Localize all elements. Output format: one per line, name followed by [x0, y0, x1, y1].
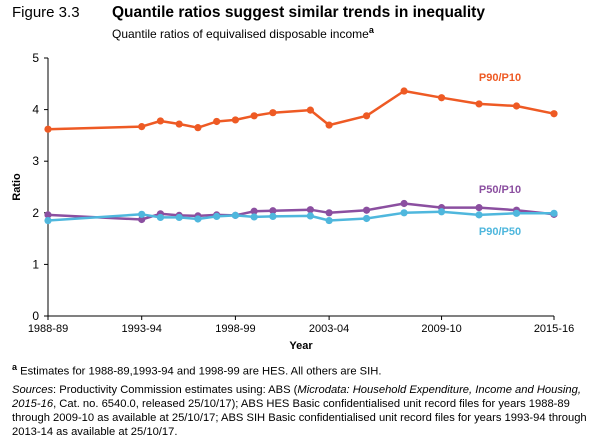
data-point-p90-p50: [475, 211, 483, 219]
data-point-p90-p10: [306, 106, 314, 114]
data-point-p90-p50: [194, 215, 202, 223]
data-point-p90-p50: [156, 213, 165, 222]
y-axis-title: Ratio: [11, 173, 23, 201]
figure-header: Figure 3.3 Quantile ratios suggest simil…: [12, 4, 592, 41]
series-label-p90-p50: P90/P50: [479, 226, 521, 238]
data-point-p90-p50: [550, 209, 558, 217]
data-point-p90-p50: [325, 216, 333, 225]
data-point-p90-p10: [325, 121, 333, 129]
data-point-p90-p50: [306, 212, 314, 220]
sources-text-part2: , Cat. no. 6540.0, released 25/10/17); A…: [12, 398, 587, 438]
y-tick-label: 0: [32, 309, 39, 323]
figure-title-row: Figure 3.3 Quantile ratios suggest simil…: [12, 4, 592, 22]
data-point-p90-p10: [156, 117, 165, 125]
data-point-p90-p50: [175, 213, 183, 222]
data-point-p90-p10: [175, 120, 183, 128]
data-point-p50-p10: [250, 207, 258, 215]
data-point-p90-p50: [250, 213, 258, 221]
data-point-p90-p10: [44, 125, 52, 133]
data-point-p90-p10: [475, 100, 483, 108]
footnote-text: Estimates for 1988-89,1993-94 and 1998-9…: [20, 365, 382, 378]
data-point-p50-p10: [362, 206, 371, 214]
series-line-p90-p10: [47, 89, 555, 131]
data-point-p50-p10: [44, 211, 52, 219]
data-point-p50-p10: [325, 209, 333, 217]
y-tick-label: 4: [32, 103, 39, 117]
data-point-p90-p50: [138, 210, 146, 218]
y-tick-label: 3: [32, 154, 39, 168]
data-point-p90-p10: [362, 112, 371, 120]
data-point-p50-p10: [306, 206, 314, 214]
data-point-p90-p50: [269, 212, 277, 221]
sources-text-part1: : Productivity Commission estimates usin…: [53, 384, 298, 396]
x-tick-label: 1998-99: [215, 323, 255, 335]
data-point-p50-p10: [138, 215, 146, 224]
figure-number: Figure 3.3: [12, 4, 80, 21]
figure-subtitle-text: Quantile ratios of equivalised disposabl…: [112, 27, 369, 41]
sources-title-italic: Microdata: Household Expenditure, Income…: [12, 384, 581, 410]
data-point-p90-p10: [250, 112, 258, 120]
x-axis-title: Year: [289, 340, 313, 352]
data-point-p50-p10: [475, 204, 483, 212]
figure-title: Quantile ratios suggest similar trends i…: [112, 4, 485, 21]
data-point-p90-p50: [400, 209, 408, 217]
data-point-p50-p10: [269, 207, 277, 215]
data-point-p90-p50: [44, 216, 52, 225]
data-point-p90-p50: [512, 209, 521, 217]
line-chart: 0 1 2 3 4 5 1988-89 1993-94 1998-99 2003-04 2009-1…: [11, 51, 574, 352]
x-tick-label: 2003-04: [309, 323, 349, 335]
footnote-marker: a: [12, 362, 18, 372]
data-point-p90-p10: [400, 87, 408, 95]
y-tick-label: 2: [32, 206, 39, 220]
figure-subtitle: Quantile ratios of equivalised disposabl…: [112, 25, 592, 41]
data-point-p90-p50: [437, 208, 446, 216]
data-point-p90-p10: [437, 94, 446, 102]
data-point-p90-p10: [213, 117, 221, 126]
y-tick-label: 1: [32, 257, 39, 271]
data-point-p50-p10: [400, 199, 408, 208]
x-tick-label: 1988-89: [28, 323, 68, 335]
figure-subtitle-marker: a: [368, 25, 374, 35]
data-point-p90-p50: [213, 212, 221, 221]
footnote: a Estimates for 1988-89,1993-94 and 1998…: [12, 362, 587, 378]
x-tick-label: 1993-94: [122, 323, 162, 335]
x-tick-label: 2009-10: [421, 323, 461, 335]
data-point-p90-p10: [138, 123, 146, 131]
data-point-p90-p10: [550, 110, 558, 118]
data-point-p90-p50: [231, 211, 240, 219]
sources-label: Sources: [12, 384, 54, 396]
data-point-p90-p50: [362, 214, 371, 223]
data-point-p90-p10: [194, 124, 202, 132]
sources-note: Sources: Productivity Commission estimat…: [12, 383, 587, 439]
y-tick-label: 5: [32, 51, 39, 65]
series-label-p90-p10: P90/P10: [479, 72, 521, 84]
data-point-p90-p10: [231, 116, 240, 124]
data-point-p90-p10: [512, 102, 521, 110]
series-label-p50-p10: P50/P10: [479, 184, 521, 196]
x-tick-label: 2015-16: [534, 323, 574, 335]
data-point-p90-p10: [269, 109, 277, 117]
